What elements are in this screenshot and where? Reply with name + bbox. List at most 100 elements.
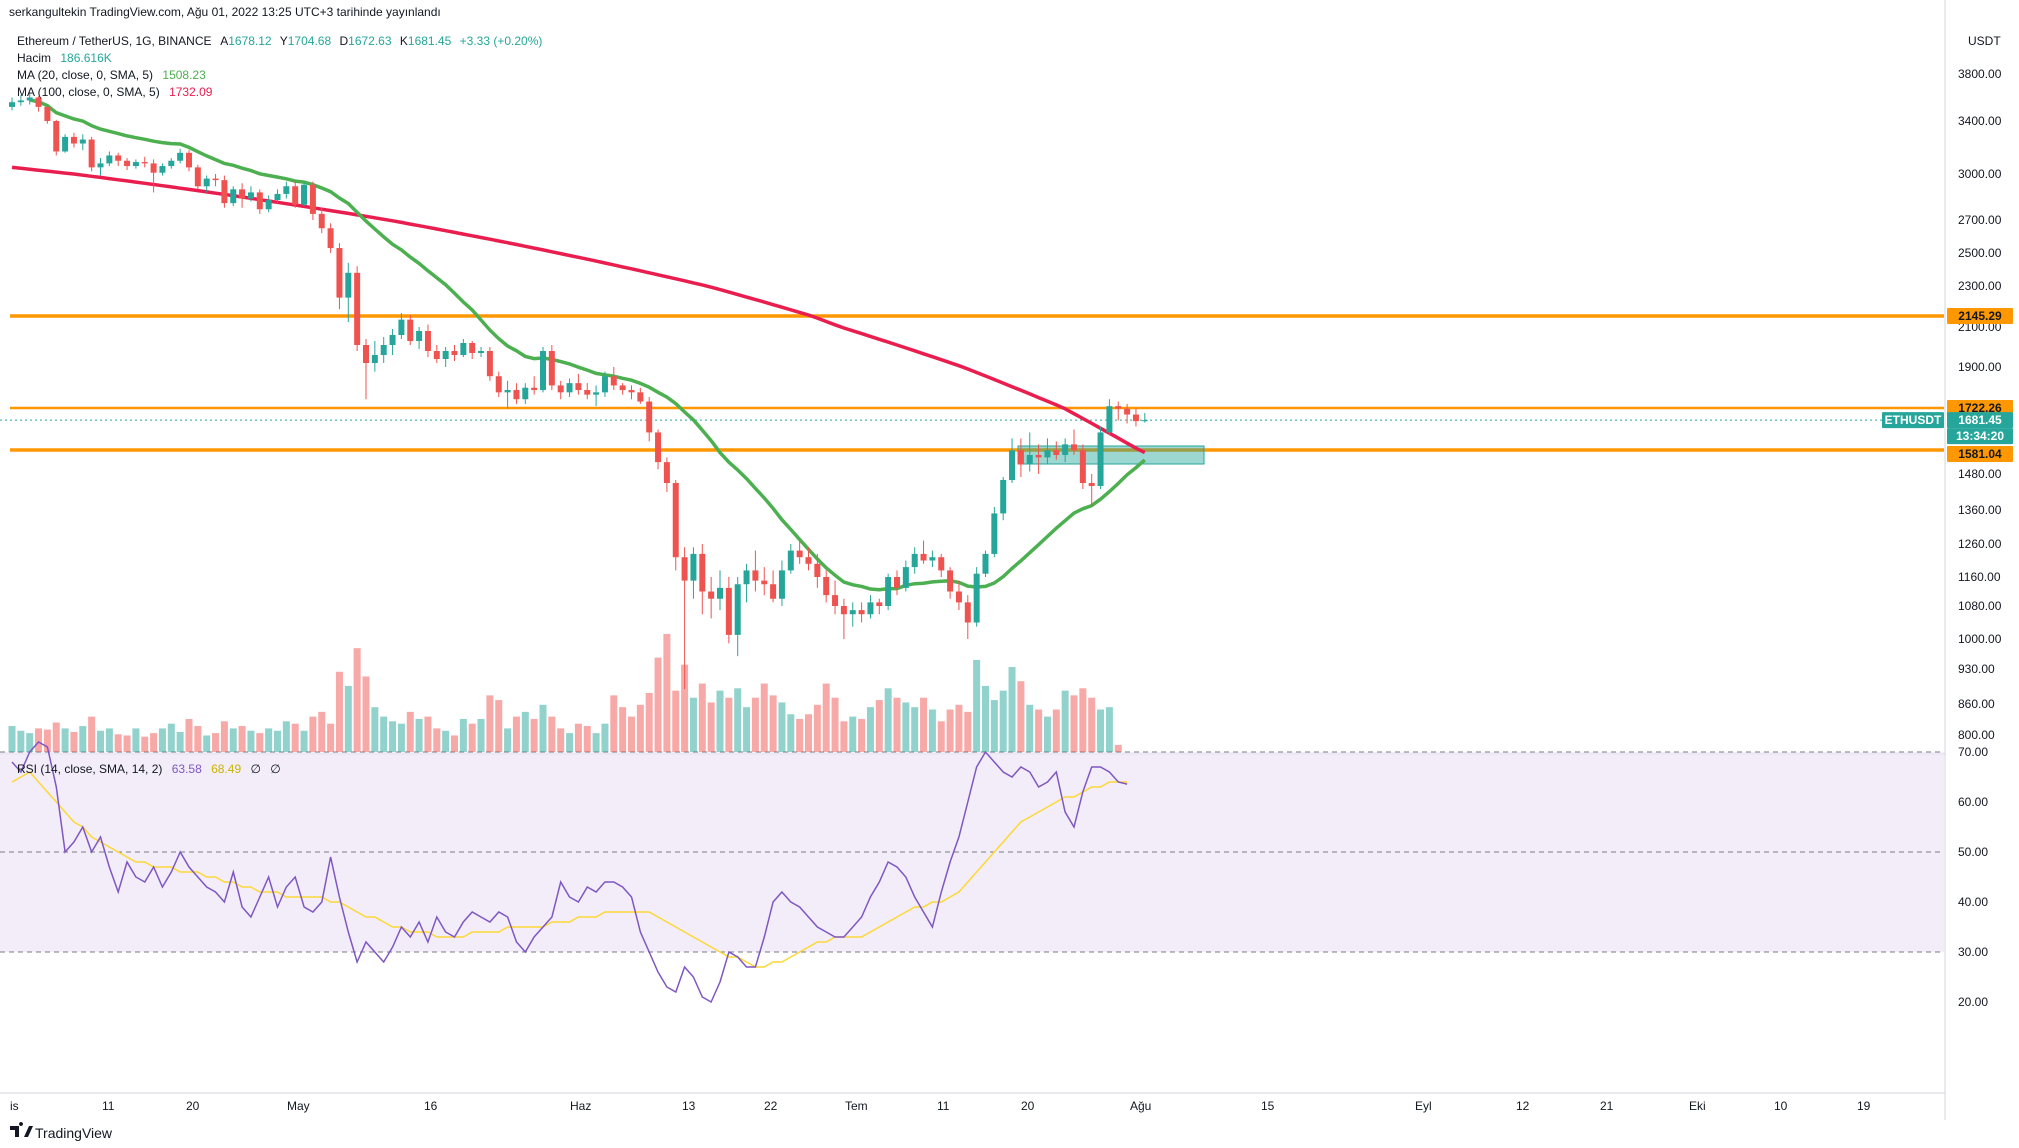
candle[interactable] [53,119,60,156]
candle[interactable] [761,567,768,596]
candle[interactable] [531,376,538,395]
candle[interactable] [1097,426,1104,489]
price-axis[interactable]: USDT 3800.00 3400.00 3000.00 2700.00 2500.00 2… [1958,34,2002,742]
candle[interactable] [150,159,157,193]
candle[interactable] [389,329,396,355]
candle[interactable] [566,378,573,397]
candle[interactable] [902,560,909,592]
candle[interactable] [177,148,184,164]
candle[interactable] [601,371,608,397]
candle[interactable] [628,385,635,400]
candle[interactable] [345,262,352,323]
candle[interactable] [867,595,874,619]
candle[interactable] [186,150,192,172]
time-axis[interactable]: is 11 20 May 16 Haz 13 22 Tem 11 20 Ağu 15 Eyl 12 21 Eki… [10,1099,1871,1113]
candle[interactable] [938,553,945,577]
candle[interactable] [1062,438,1069,463]
candle[interactable] [460,339,467,357]
candle[interactable] [212,174,219,187]
candle[interactable] [35,96,42,112]
candle[interactable] [478,347,485,357]
candle[interactable] [690,547,697,599]
candle[interactable] [371,341,378,372]
candle[interactable] [1079,444,1086,489]
candle[interactable] [929,550,936,568]
candle[interactable] [239,183,246,208]
candle[interactable] [1035,444,1042,474]
candle[interactable] [876,598,883,615]
candle[interactable] [911,547,918,574]
candle[interactable] [221,175,228,208]
candle[interactable] [540,347,546,393]
candle[interactable] [451,345,458,361]
candle[interactable] [1124,403,1131,424]
candle[interactable] [115,152,122,167]
candle[interactable] [301,181,308,207]
candle[interactable] [124,158,131,171]
candle[interactable] [885,573,892,611]
candle[interactable] [708,577,715,619]
rsi-axis[interactable]: 70.00 60.00 50.00 40.00 30.00 20.00 [1958,745,1988,1009]
candle[interactable] [743,563,750,603]
candle[interactable] [770,570,777,603]
candle[interactable] [646,396,653,442]
candle[interactable] [265,195,272,213]
candle[interactable] [380,337,387,363]
candle[interactable] [203,175,210,193]
candle[interactable] [655,429,662,470]
candle[interactable] [894,570,900,596]
candle[interactable] [26,92,33,105]
candle[interactable] [44,105,51,124]
candle[interactable] [840,598,847,639]
candle[interactable] [1009,438,1016,483]
candle[interactable] [575,373,582,395]
candle[interactable] [787,544,794,574]
candle[interactable] [309,181,316,220]
candle[interactable] [9,97,15,111]
candle[interactable] [1071,429,1077,455]
candles[interactable] [9,92,1148,689]
candle[interactable] [230,186,237,207]
candle[interactable] [407,315,414,345]
candle[interactable] [88,136,95,172]
candle[interactable] [194,164,201,190]
candle[interactable] [593,385,600,407]
candle[interactable] [858,602,865,623]
candle[interactable] [416,327,423,349]
candle[interactable] [1017,438,1024,477]
candle[interactable] [141,156,148,168]
candle[interactable] [522,383,529,404]
candle[interactable] [964,595,971,639]
candle[interactable] [132,159,139,169]
candle[interactable] [486,347,493,381]
candle[interactable] [318,207,325,234]
candle[interactable] [256,189,263,214]
candle[interactable] [663,457,670,492]
candle[interactable] [584,383,591,400]
candle[interactable] [79,134,86,151]
symbol-legend[interactable]: Ethereum / TetherUS, 1G, BINANCE A1678.1… [17,34,542,48]
candle[interactable] [823,570,830,603]
candle[interactable] [717,570,723,611]
candle[interactable] [796,540,803,564]
candle[interactable] [725,577,732,644]
candle[interactable] [752,550,759,592]
candle[interactable] [1132,408,1139,427]
ma100-legend[interactable]: MA (100, close, 0, SMA, 5) 1732.09 [17,85,213,99]
ma20-legend[interactable]: MA (20, close, 0, SMA, 5) 1508.23 [17,68,206,82]
candle[interactable] [619,383,626,395]
candle[interactable] [991,507,998,558]
candle[interactable] [805,547,812,571]
candle[interactable] [159,163,166,176]
candle[interactable] [1053,441,1060,460]
candle[interactable] [832,580,839,615]
candle[interactable] [672,480,679,571]
candle[interactable] [469,341,476,359]
candle[interactable] [442,347,449,367]
candle[interactable] [849,602,856,627]
candle[interactable] [424,324,431,357]
candle[interactable] [1088,474,1095,507]
volume-legend[interactable]: Hacim 186.616K [17,51,112,65]
candle[interactable] [778,560,785,607]
